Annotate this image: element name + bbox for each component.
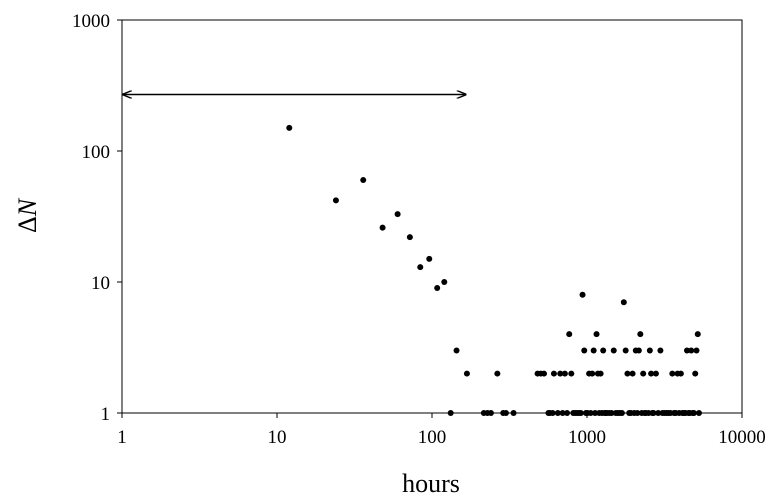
data-point bbox=[463, 370, 470, 377]
data-point bbox=[669, 370, 676, 377]
data-point bbox=[692, 370, 699, 377]
y-axis-title-delta: Δ bbox=[13, 216, 42, 233]
y-tick-label: 10 bbox=[91, 273, 110, 294]
data-point bbox=[557, 370, 564, 377]
data-point bbox=[549, 410, 556, 416]
data-point bbox=[332, 197, 339, 204]
data-point bbox=[564, 410, 571, 416]
data-point bbox=[554, 410, 561, 416]
data-points bbox=[286, 124, 703, 416]
data-point bbox=[406, 234, 413, 241]
data-point bbox=[640, 370, 647, 377]
data-point bbox=[677, 370, 684, 377]
data-point bbox=[592, 410, 599, 416]
data-point bbox=[589, 370, 596, 377]
data-point bbox=[688, 347, 695, 354]
x-tick-label: 10 bbox=[268, 427, 287, 448]
data-point bbox=[655, 410, 662, 416]
data-point bbox=[652, 370, 659, 377]
y-tick-label: 1000 bbox=[72, 11, 110, 32]
data-point bbox=[566, 331, 573, 338]
data-point bbox=[579, 291, 586, 298]
y-axis-title: ΔN bbox=[13, 197, 42, 233]
data-point bbox=[608, 410, 615, 416]
data-point bbox=[622, 347, 629, 354]
data-point bbox=[620, 299, 627, 306]
x-axis-title: hours bbox=[402, 469, 460, 498]
data-point bbox=[510, 410, 517, 416]
data-point bbox=[581, 347, 588, 354]
x-axis: 1 10 100 1000 10000 bbox=[117, 413, 766, 448]
data-point bbox=[597, 370, 604, 377]
data-point bbox=[650, 410, 657, 416]
y-tick-label: 1 bbox=[101, 404, 111, 425]
data-point bbox=[587, 410, 594, 416]
x-tick-label: 1 bbox=[117, 427, 127, 448]
data-point bbox=[494, 370, 501, 377]
data-point bbox=[541, 370, 548, 377]
data-point bbox=[637, 331, 644, 338]
data-point bbox=[568, 370, 575, 377]
data-point bbox=[550, 370, 557, 377]
data-point bbox=[600, 347, 607, 354]
data-point bbox=[593, 331, 600, 338]
data-point bbox=[286, 124, 293, 131]
data-point bbox=[590, 347, 597, 354]
data-point bbox=[379, 224, 386, 231]
data-point bbox=[434, 284, 441, 291]
data-point bbox=[696, 410, 703, 416]
data-point bbox=[683, 347, 690, 354]
data-point bbox=[453, 347, 460, 354]
data-point bbox=[559, 410, 566, 416]
data-point bbox=[394, 211, 401, 218]
data-point bbox=[694, 331, 701, 338]
data-point bbox=[441, 279, 448, 285]
y-axis-title-variable: N bbox=[13, 197, 42, 217]
y-axis: 1 10 100 1000 bbox=[72, 11, 122, 425]
data-point bbox=[561, 370, 568, 377]
data-point bbox=[360, 177, 367, 184]
data-point bbox=[646, 347, 653, 354]
data-point bbox=[610, 347, 617, 354]
x-tick-label: 1000 bbox=[568, 427, 606, 448]
y-tick-label: 100 bbox=[82, 142, 111, 163]
data-point bbox=[648, 370, 655, 377]
data-point bbox=[690, 410, 697, 416]
data-point bbox=[426, 255, 433, 262]
data-point bbox=[629, 370, 636, 377]
data-point bbox=[417, 264, 424, 271]
data-point bbox=[624, 370, 631, 377]
data-point bbox=[577, 410, 584, 416]
x-tick-label: 100 bbox=[418, 427, 447, 448]
plot-area-frame bbox=[121, 19, 743, 414]
data-point bbox=[618, 410, 625, 416]
data-point bbox=[657, 347, 664, 354]
x-tick-label: 10000 bbox=[718, 427, 766, 448]
data-point bbox=[502, 410, 509, 416]
data-point bbox=[487, 410, 494, 416]
data-point bbox=[634, 410, 641, 416]
data-point bbox=[693, 347, 700, 354]
data-point bbox=[447, 410, 454, 416]
data-point bbox=[635, 347, 642, 354]
